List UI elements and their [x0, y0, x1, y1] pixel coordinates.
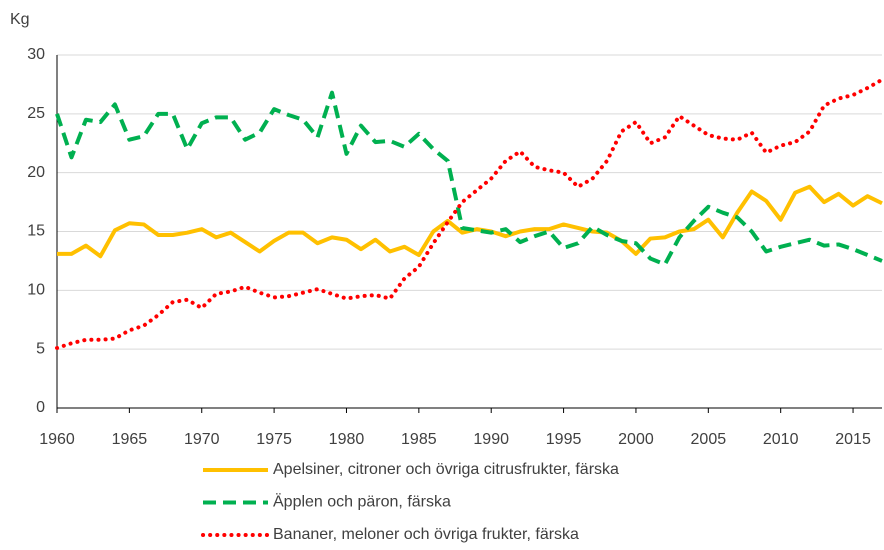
legend-label: Bananer, meloner och övriga frukter, fär… — [273, 526, 579, 543]
x-tick-label: 2005 — [691, 431, 727, 448]
y-tick-label: 0 — [36, 399, 45, 416]
y-tick-label: 25 — [27, 105, 45, 122]
y-tick-label: 10 — [27, 282, 45, 299]
y-axis-label: Kg — [10, 11, 30, 28]
x-tick-label: 1980 — [329, 431, 365, 448]
y-tick-label: 15 — [27, 223, 45, 240]
x-tick-label: 1960 — [39, 431, 75, 448]
x-tick-label: 2015 — [835, 431, 871, 448]
x-tick-label: 1985 — [401, 431, 437, 448]
series-line — [55, 90, 883, 267]
x-tick-label: 2010 — [763, 431, 799, 448]
x-tick-label: 1970 — [184, 431, 220, 448]
legend-label: Apelsiner, citroner och övriga citrusfru… — [273, 461, 619, 478]
y-tick-label: 30 — [27, 46, 45, 63]
x-tick-label: 1975 — [256, 431, 292, 448]
x-tick-label: 2000 — [618, 431, 654, 448]
x-tick-label: 1965 — [112, 431, 148, 448]
legend-label: Äpplen och päron, färska — [273, 493, 451, 511]
series-line — [55, 77, 884, 350]
x-tick-label: 1995 — [546, 431, 582, 448]
x-tick-label: 1990 — [473, 431, 509, 448]
y-tick-label: 20 — [27, 164, 45, 181]
y-tick-label: 5 — [36, 340, 45, 357]
